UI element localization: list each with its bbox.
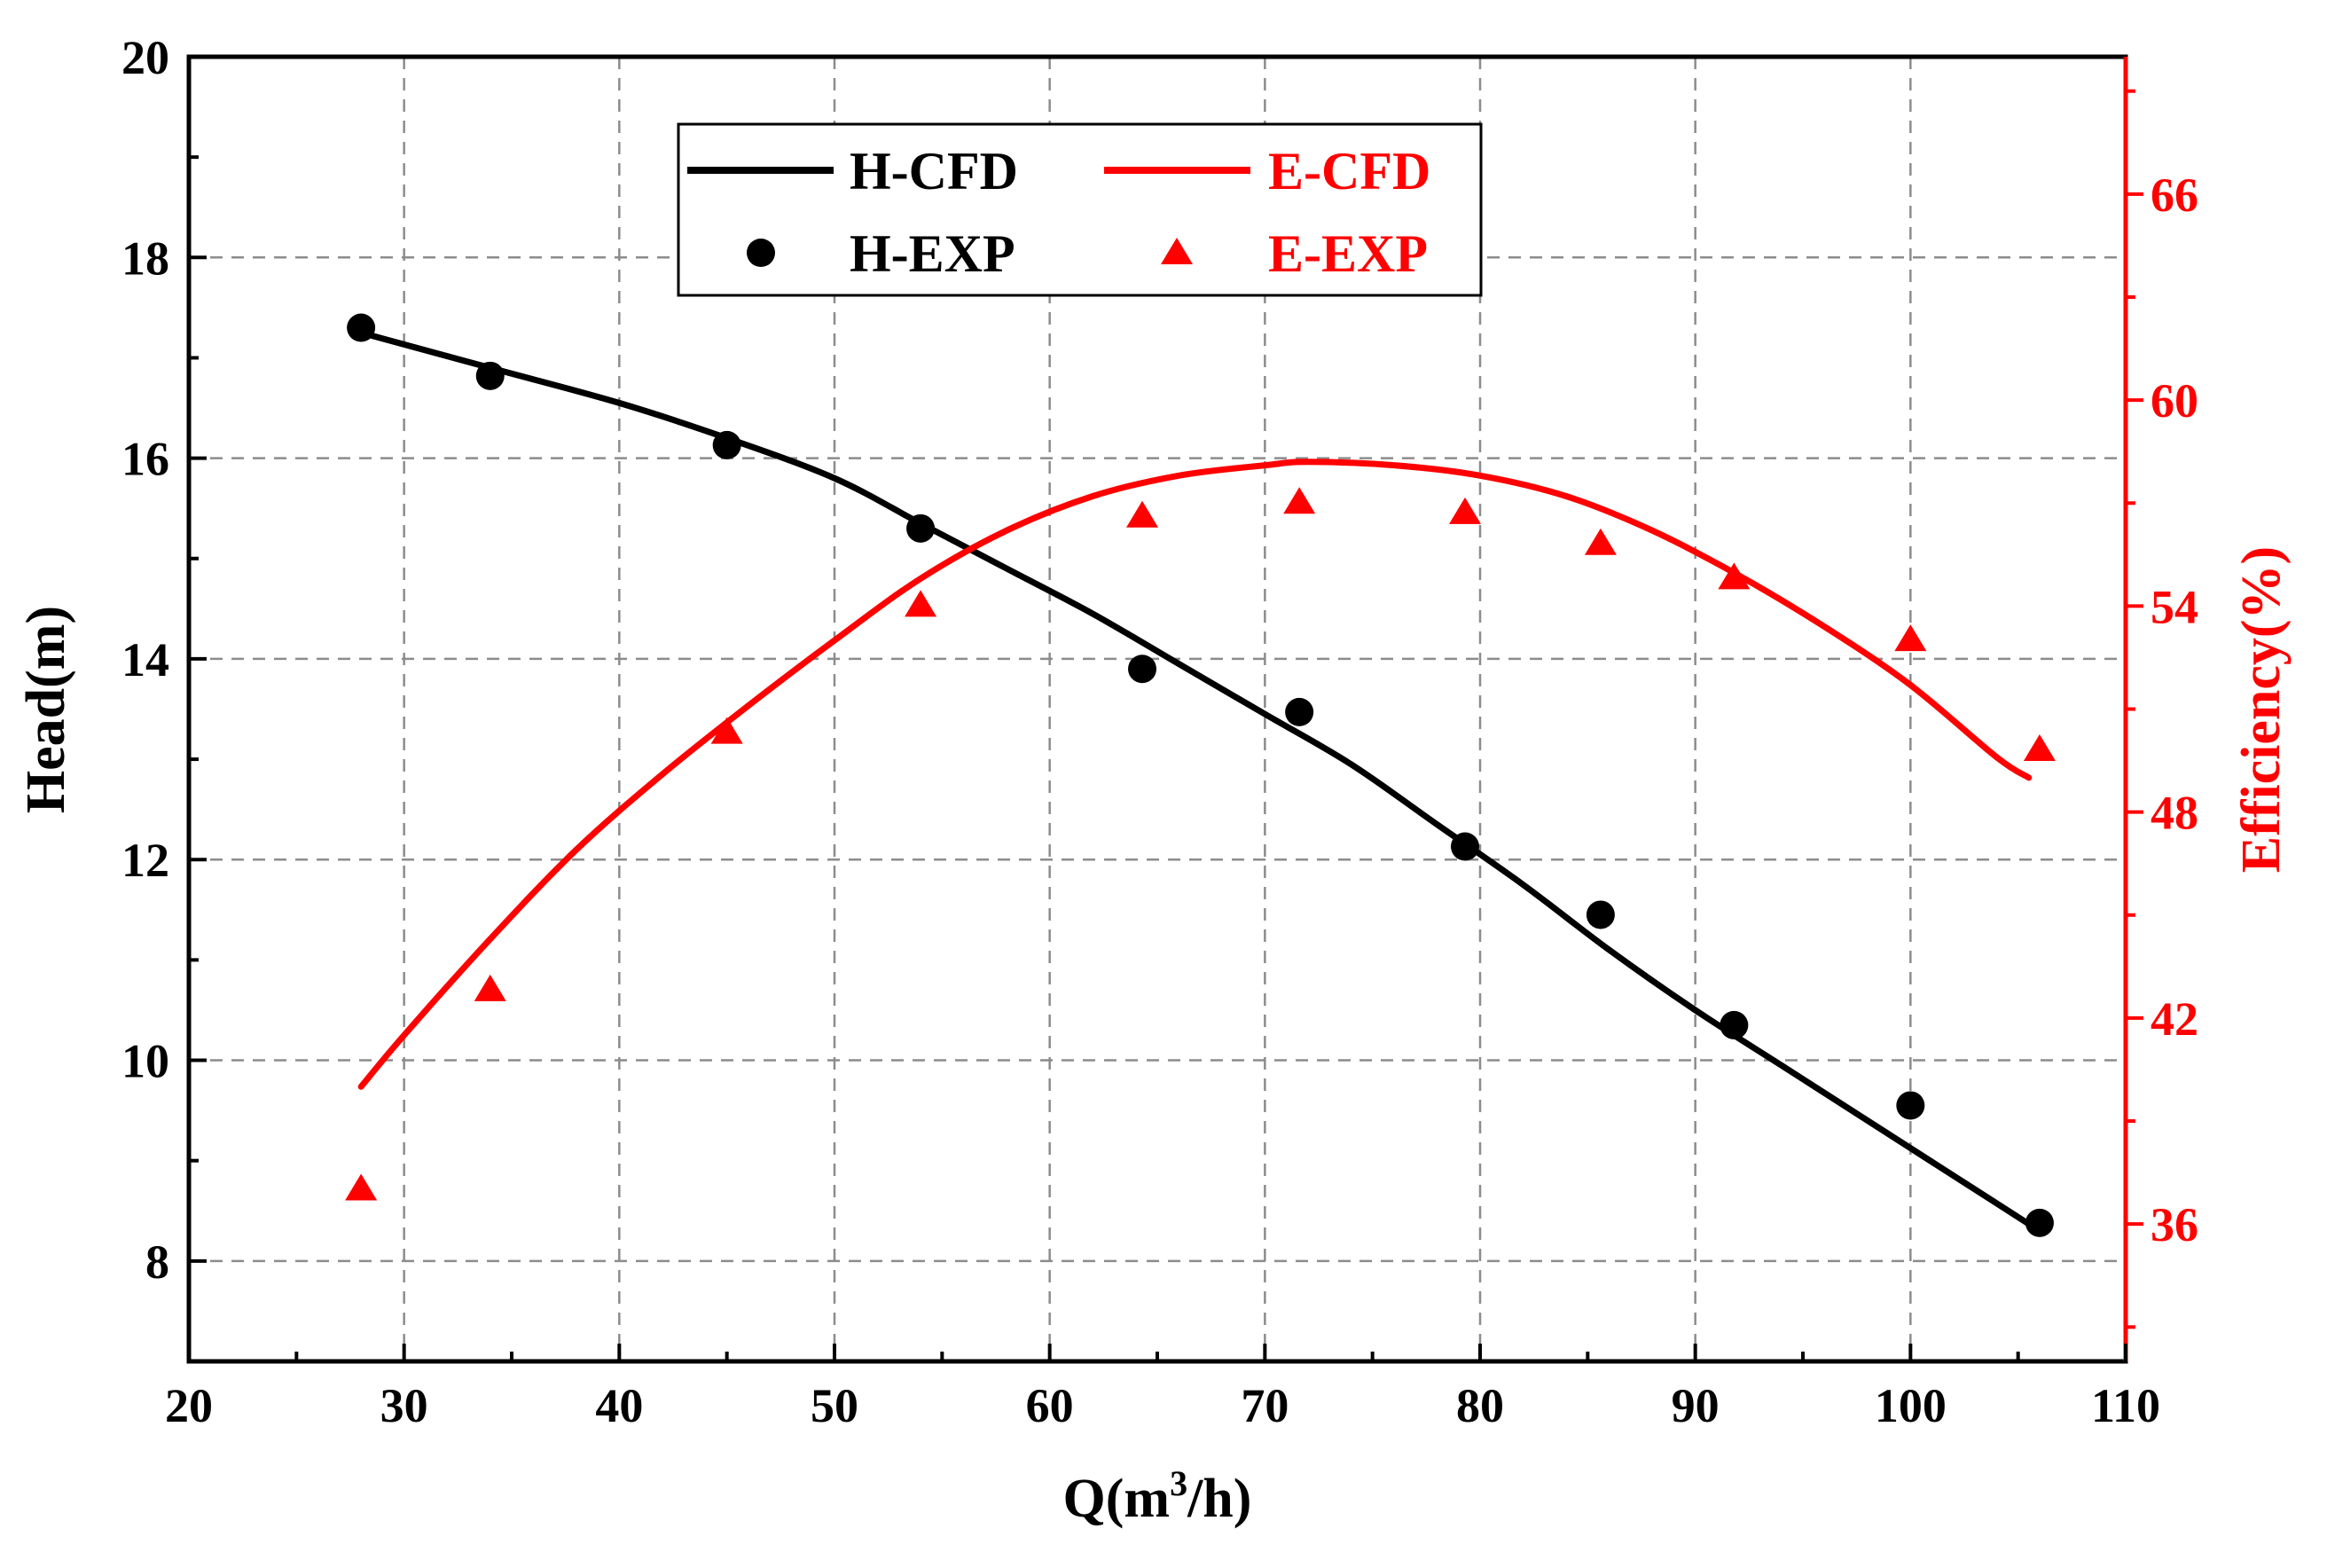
y-left-axis-title: Head(m) (16, 606, 76, 813)
point-e-exp-7 (1584, 528, 1617, 555)
point-e-exp-1 (474, 974, 506, 1001)
point-h-exp-9 (1896, 1091, 1925, 1120)
x-tick-label-70: 70 (1241, 1379, 1289, 1432)
x-tick-label-50: 50 (811, 1379, 858, 1432)
legend-label-e-cfd: E-CFD (1268, 142, 1430, 200)
point-e-exp-2 (710, 717, 743, 744)
legend-label-h-exp: H-EXP (850, 224, 1015, 283)
y-right-tick-label-48: 48 (2151, 787, 2198, 840)
y-right-tick-label-54: 54 (2151, 580, 2198, 633)
x-tick-label-60: 60 (1026, 1379, 1074, 1432)
legend-label-e-exp: E-EXP (1268, 224, 1428, 283)
y-left-tick-label-18: 18 (121, 231, 169, 285)
point-h-exp-10 (2025, 1208, 2054, 1237)
point-e-exp-4 (1126, 500, 1159, 528)
point-e-exp-8 (1718, 562, 1751, 590)
y-right-tick-label-42: 42 (2151, 992, 2198, 1046)
point-h-exp-8 (1720, 1010, 1749, 1039)
axis-ticks: 20 30 40 50 60 70 80 90 100 110 8 10 12 14 16 18 20 36 42 4… (121, 31, 2198, 1432)
x-tick-label-80: 80 (1456, 1379, 1504, 1432)
x-tick-label-90: 90 (1672, 1379, 1720, 1432)
point-h-exp-0 (347, 313, 376, 342)
x-axis-title: Q(m3/h) (1063, 1463, 1252, 1529)
point-h-exp-1 (475, 361, 505, 390)
x-tick-label-30: 30 (380, 1379, 428, 1432)
legend-swatch-e-exp (1161, 238, 1193, 264)
x-tick-label-20: 20 (165, 1379, 213, 1432)
point-e-exp-9 (1894, 624, 1927, 652)
x-tick-label-40: 40 (595, 1379, 643, 1432)
series-line-e-cfd (357, 459, 2033, 1090)
point-e-exp-6 (1449, 497, 1482, 524)
y-right-axis-title: Efficiency(%) (2231, 546, 2292, 873)
y-left-tick-label-10: 10 (121, 1035, 169, 1088)
y-left-tick-label-16: 16 (121, 433, 169, 486)
y-left-tick-label-8: 8 (145, 1235, 169, 1289)
x-tick-label-100: 100 (1875, 1379, 1947, 1432)
point-e-exp-0 (345, 1173, 378, 1201)
legend-box (677, 122, 1483, 297)
x-tick-label-110: 110 (2091, 1379, 2160, 1432)
point-h-exp-7 (1586, 900, 1615, 929)
y-left-tick-label-14: 14 (121, 633, 169, 686)
legend-swatch-h-exp (747, 239, 775, 267)
point-h-exp-2 (712, 430, 741, 459)
legend-label-h-cfd: H-CFD (850, 142, 1018, 200)
point-e-exp-5 (1283, 487, 1316, 514)
series-line-h-cfd (357, 329, 2043, 1235)
point-e-exp-10 (2023, 733, 2056, 761)
y-left-tick-label-20: 20 (121, 31, 169, 84)
y-right-tick-label-36: 36 (2151, 1198, 2198, 1251)
y-right-tick-label-60: 60 (2151, 374, 2198, 427)
y-left-tick-label-12: 12 (121, 834, 169, 887)
point-h-exp-6 (1451, 832, 1480, 861)
point-h-exp-5 (1285, 697, 1314, 726)
y-right-tick-label-66: 66 (2151, 169, 2198, 222)
point-h-exp-3 (906, 514, 936, 543)
legend: H-CFD E-CFD H-EXP E-EXP (677, 122, 1483, 297)
point-e-exp-3 (905, 590, 937, 617)
plot-series (345, 313, 2056, 1237)
point-h-exp-4 (1128, 655, 1157, 684)
